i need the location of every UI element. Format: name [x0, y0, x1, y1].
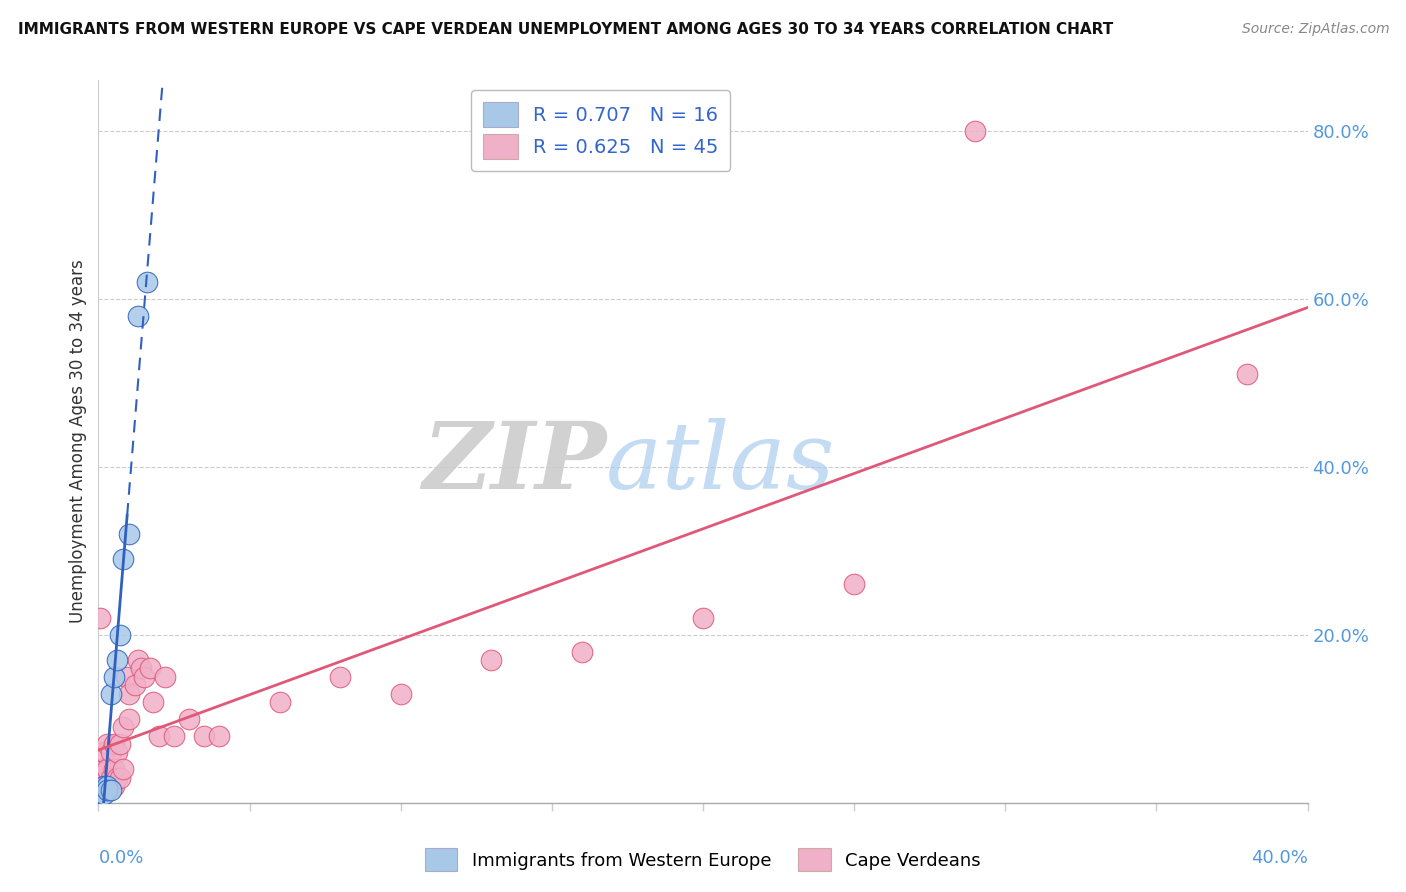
Point	[96, 779, 118, 793]
Text: 0.0%: 0.0%	[98, 849, 143, 867]
Point	[90, 788, 112, 802]
Point	[153, 670, 176, 684]
Text: ZIP: ZIP	[422, 418, 606, 508]
Point	[96, 737, 118, 751]
Point	[93, 779, 115, 793]
Y-axis label: Unemployment Among Ages 30 to 34 years: Unemployment Among Ages 30 to 34 years	[69, 260, 87, 624]
Point	[93, 788, 115, 802]
Point	[105, 745, 128, 759]
Point	[329, 670, 352, 684]
Point	[163, 729, 186, 743]
Point	[208, 729, 231, 743]
Point	[132, 670, 155, 684]
Point	[118, 687, 141, 701]
Point	[108, 628, 131, 642]
Point	[118, 712, 141, 726]
Legend: R = 0.707   N = 16, R = 0.625   N = 45: R = 0.707 N = 16, R = 0.625 N = 45	[471, 90, 730, 171]
Point	[269, 695, 291, 709]
Point	[135, 275, 157, 289]
Point	[108, 737, 131, 751]
Point	[91, 771, 114, 785]
Point	[100, 771, 122, 785]
Point	[193, 729, 215, 743]
Point	[93, 745, 115, 759]
Point	[124, 678, 146, 692]
Text: 40.0%: 40.0%	[1251, 849, 1308, 867]
Point	[481, 653, 503, 667]
Point	[111, 552, 134, 566]
Point	[96, 762, 118, 776]
Point	[103, 762, 125, 776]
Point	[129, 661, 152, 675]
Point	[114, 670, 136, 684]
Point	[105, 653, 128, 667]
Point	[91, 788, 114, 802]
Point	[93, 762, 115, 776]
Text: atlas: atlas	[606, 418, 835, 508]
Point	[1236, 368, 1258, 382]
Point	[148, 729, 170, 743]
Point	[142, 695, 165, 709]
Point	[93, 779, 115, 793]
Point	[89, 788, 111, 802]
Point	[571, 644, 593, 658]
Point	[96, 783, 118, 797]
Point	[127, 653, 149, 667]
Point	[103, 779, 125, 793]
Point	[844, 577, 866, 591]
Point	[89, 611, 111, 625]
Point	[96, 779, 118, 793]
Point	[179, 712, 201, 726]
Point	[105, 771, 128, 785]
Point	[111, 720, 134, 734]
Text: IMMIGRANTS FROM WESTERN EUROPE VS CAPE VERDEAN UNEMPLOYMENT AMONG AGES 30 TO 34 : IMMIGRANTS FROM WESTERN EUROPE VS CAPE V…	[18, 22, 1114, 37]
Point	[692, 611, 714, 625]
Point	[127, 309, 149, 323]
Point	[103, 670, 125, 684]
Point	[90, 762, 112, 776]
Point	[965, 124, 987, 138]
Text: Source: ZipAtlas.com: Source: ZipAtlas.com	[1241, 22, 1389, 37]
Point	[118, 527, 141, 541]
Point	[108, 771, 131, 785]
Point	[90, 779, 112, 793]
Point	[111, 762, 134, 776]
Point	[100, 687, 122, 701]
Point	[103, 737, 125, 751]
Point	[100, 783, 122, 797]
Legend: Immigrants from Western Europe, Cape Verdeans: Immigrants from Western Europe, Cape Ver…	[418, 841, 988, 879]
Point	[139, 661, 162, 675]
Point	[100, 745, 122, 759]
Point	[389, 687, 412, 701]
